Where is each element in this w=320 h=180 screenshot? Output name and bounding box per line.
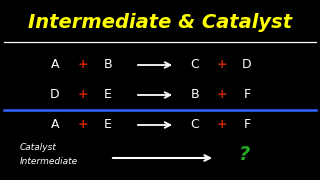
Text: D: D	[50, 89, 60, 102]
Text: A: A	[51, 118, 59, 132]
Text: Intermediate & Catalyst: Intermediate & Catalyst	[28, 12, 292, 32]
Text: C: C	[191, 118, 199, 132]
Text: +: +	[78, 89, 88, 102]
Text: A: A	[51, 58, 59, 71]
Text: +: +	[217, 89, 227, 102]
Text: +: +	[217, 118, 227, 132]
Text: +: +	[217, 58, 227, 71]
Text: B: B	[104, 58, 112, 71]
Text: Intermediate: Intermediate	[20, 158, 78, 166]
Text: Catalyst: Catalyst	[20, 143, 57, 152]
Text: E: E	[104, 118, 112, 132]
Text: D: D	[242, 58, 252, 71]
Text: F: F	[244, 118, 251, 132]
Text: +: +	[78, 118, 88, 132]
Text: ?: ?	[239, 145, 251, 165]
Text: F: F	[244, 89, 251, 102]
Text: B: B	[191, 89, 199, 102]
Text: +: +	[78, 58, 88, 71]
Text: E: E	[104, 89, 112, 102]
Text: C: C	[191, 58, 199, 71]
